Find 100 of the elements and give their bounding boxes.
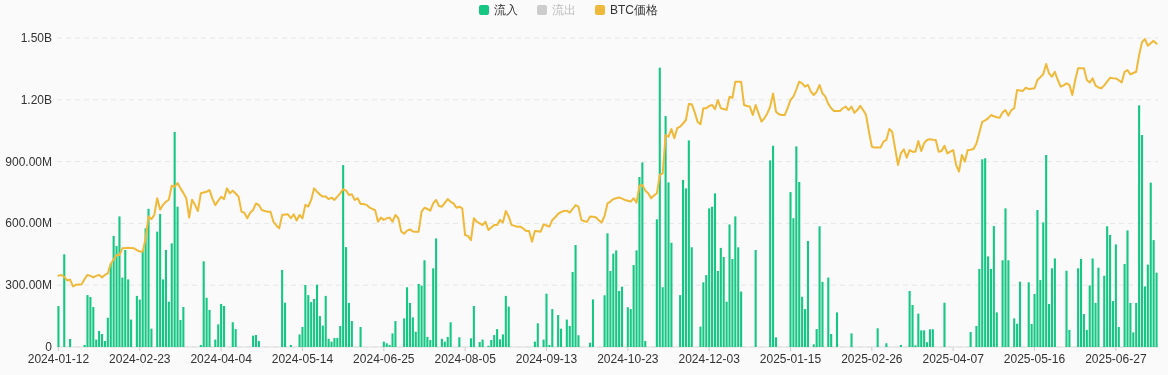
bar [1097,267,1100,347]
x-tick-label: 2025-05-16 [1003,352,1066,366]
bar [423,260,426,347]
bar [86,295,89,347]
bar [69,338,72,347]
bar [969,331,972,347]
bar [1079,259,1083,347]
bar [1106,226,1109,347]
bar [850,333,853,347]
bar [795,146,798,347]
bar [173,131,176,347]
bar [754,249,757,347]
bar [615,250,618,347]
bar [591,299,595,347]
bar [333,337,336,347]
x-tick-label: 2025-04-07 [922,352,985,366]
bar [496,329,499,347]
bar [315,284,319,347]
x-tick-label: 2025-02-26 [841,352,903,366]
bar [928,329,931,347]
x-tick-label: 2024-06-25 [353,352,415,366]
bar [182,307,185,347]
bar [641,162,644,347]
bar [1126,230,1129,347]
bar [719,247,722,347]
bar [440,338,443,347]
bar [734,216,737,347]
x-tick-label: 2024-08-05 [434,352,497,366]
bar [606,233,609,347]
bar [772,145,775,347]
bar [449,322,452,347]
bar [417,283,420,347]
bar [713,193,717,347]
bar [458,337,461,347]
bar [1045,155,1048,347]
bar [1091,258,1094,347]
bar [289,344,292,347]
bar [89,296,92,347]
bar [1138,105,1141,347]
bar [1013,318,1016,347]
bar [992,226,995,347]
bar [545,293,548,347]
bar [394,321,397,347]
bar [443,341,446,347]
bar [330,341,333,347]
bar [943,302,946,347]
bar [135,295,138,347]
bar [504,295,507,347]
bar [98,330,101,347]
bar [112,235,115,347]
bar [1018,281,1022,347]
bar [220,303,223,347]
bar [981,159,984,347]
bar [63,254,66,347]
bar [1036,210,1039,347]
x-tick-label: 2024-12-03 [678,352,741,366]
bar [1004,208,1007,347]
bar [708,208,711,347]
bar [899,344,902,347]
x-tick-label: 2024-04-04 [190,352,253,366]
bar [164,249,167,347]
bar [620,286,624,347]
legend-label: 流入 [494,3,518,17]
bar [254,335,258,347]
x-tick-label: 2025-06-27 [1085,352,1147,366]
bar [923,330,926,347]
bar [304,284,307,347]
bar [1053,258,1056,347]
bar [664,116,667,347]
bar [818,226,821,347]
x-tick-label: 2024-01-12 [27,352,90,366]
bar [551,309,554,347]
bar [885,343,888,347]
bar [222,306,226,347]
y-tick-label: 1.50B [20,31,52,45]
bar [612,253,615,347]
bar [324,295,327,347]
bar [984,158,987,347]
bar [1114,244,1117,347]
bar [835,312,839,347]
bar [806,240,809,347]
bar [626,307,629,347]
bar [687,140,690,347]
line-series [57,38,1158,288]
bar [231,322,234,347]
y-tick-label: 0 [45,340,53,354]
y-tick-label: 900.00M [5,154,52,169]
bar [435,238,438,347]
bar [931,329,934,347]
x-tick-label: 2025-01-15 [759,352,822,366]
x-tick-label: 2024-02-23 [109,352,171,366]
x-tick-label: 2024-05-14 [271,352,334,366]
bar [1027,282,1030,347]
bar [281,269,284,347]
bar [557,315,560,347]
x-tick-label: 2024-09-13 [515,352,578,366]
bar [789,192,792,347]
bar [382,341,385,347]
bar [827,277,830,347]
bar [1065,270,1068,347]
